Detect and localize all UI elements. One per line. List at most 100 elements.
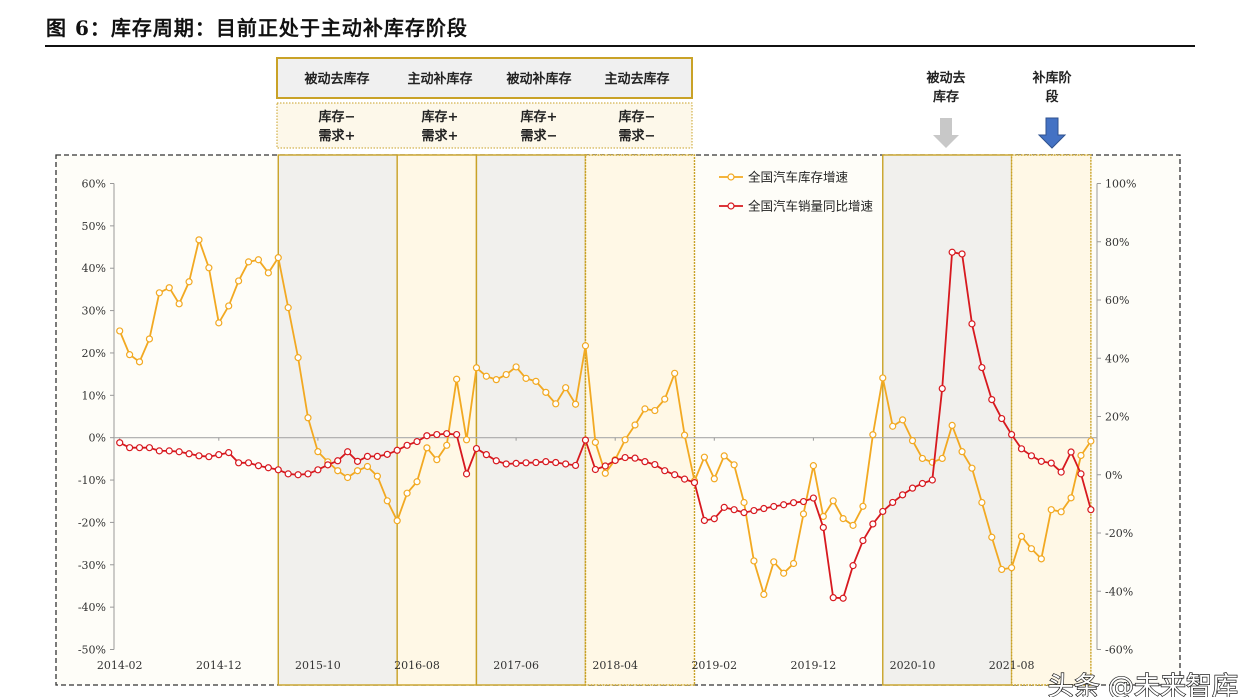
series-1-point xyxy=(274,254,282,262)
series-2-point xyxy=(453,430,461,439)
series-1-point xyxy=(730,461,738,469)
series-2-point xyxy=(1057,468,1065,476)
shaded-period-6 xyxy=(1010,154,1092,686)
right-tick-label: 80% xyxy=(1105,236,1129,249)
left-tick-label: -50% xyxy=(78,644,106,657)
series-2-point xyxy=(998,414,1006,423)
series-1-point xyxy=(631,421,639,429)
series-2-point xyxy=(849,562,857,570)
series-2-point xyxy=(938,384,946,393)
series-2-point xyxy=(135,444,144,452)
series-2-point xyxy=(126,444,134,452)
series-2-point xyxy=(155,447,163,455)
left-tick-label: -10% xyxy=(78,474,106,487)
series-1-point xyxy=(512,363,520,371)
series-2-point xyxy=(353,457,362,465)
legend-label-2: 全国汽车销量同比增速 xyxy=(748,199,874,214)
series-2-point xyxy=(205,453,213,461)
series-1-point xyxy=(789,559,798,568)
series-1-point xyxy=(641,405,649,413)
legend-marker-1 xyxy=(727,173,735,181)
series-2-point xyxy=(165,447,173,455)
phase-condition-box xyxy=(276,102,693,149)
right-tick-label: 20% xyxy=(1105,411,1129,424)
series-2-point xyxy=(1037,457,1045,465)
series-1-point xyxy=(859,502,867,510)
series-1-point xyxy=(294,354,302,362)
left-tick-label: 30% xyxy=(82,305,106,318)
series-1-point xyxy=(700,453,708,461)
series-2-point xyxy=(730,506,738,514)
series-2-point xyxy=(700,516,708,525)
series-1-point xyxy=(898,416,907,424)
series-2-point xyxy=(482,451,490,459)
series-2-point xyxy=(898,491,907,499)
series-2-point xyxy=(1067,448,1075,456)
watermark: 头条 @未来智库 xyxy=(1048,672,1238,697)
series-1-point xyxy=(423,444,431,452)
series-1-point xyxy=(908,437,917,445)
series-1-point xyxy=(988,533,996,541)
right-tick-label: -60% xyxy=(1105,644,1133,657)
series-1-point xyxy=(244,258,253,266)
series-1-point xyxy=(918,454,927,463)
series-1-point xyxy=(1027,545,1036,553)
phase-condition-1-1: 库存− xyxy=(319,109,356,125)
series-1-point xyxy=(651,406,659,415)
series-1-point xyxy=(1077,451,1085,460)
series-1-point xyxy=(680,431,689,439)
series-2-point xyxy=(601,462,609,470)
series-1-point xyxy=(562,384,570,392)
series-1-point xyxy=(373,472,381,480)
legend-marker-2 xyxy=(727,202,735,210)
series-2-point xyxy=(958,250,966,258)
series-2-point xyxy=(968,320,976,328)
phase-condition-4-2: 需求− xyxy=(619,128,656,144)
x-tick-label: 2017-06 xyxy=(493,659,539,672)
shaded-period-2 xyxy=(396,154,478,686)
series-1-point xyxy=(175,300,183,308)
x-tick-label: 2016-08 xyxy=(394,659,440,672)
series-2-point xyxy=(988,396,996,404)
phase-condition-3-1: 库存+ xyxy=(521,109,558,125)
left-tick-label: 50% xyxy=(82,220,106,233)
series-2-point xyxy=(403,441,411,449)
series-2-point xyxy=(1027,452,1036,460)
series-1-point xyxy=(839,514,847,523)
series-2-point xyxy=(1017,445,1026,453)
series-1-point xyxy=(403,489,411,497)
x-tick-label: 2014-02 xyxy=(97,659,143,672)
series-1-point xyxy=(780,569,788,577)
series-2-point xyxy=(393,446,401,454)
x-tick-label: 2014-12 xyxy=(196,659,242,672)
series-2-point xyxy=(373,452,381,461)
right-tick-label: 60% xyxy=(1105,294,1129,307)
series-2-point xyxy=(611,456,619,465)
right-tick-label: 100% xyxy=(1105,178,1136,191)
x-tick-label: 2015-10 xyxy=(295,659,341,672)
series-1-point xyxy=(542,388,550,396)
series-2-point xyxy=(839,594,847,602)
series-2-point xyxy=(948,248,956,256)
series-1-point xyxy=(215,319,223,327)
series-1-point xyxy=(472,364,481,372)
left-tick-label: -20% xyxy=(78,516,106,529)
x-tick-label: 2019-12 xyxy=(791,659,837,672)
series-2-point xyxy=(522,459,530,467)
series-2-point xyxy=(562,460,570,468)
series-2-point xyxy=(235,459,243,467)
series-1-point xyxy=(740,498,748,507)
series-2-point xyxy=(809,494,818,502)
series-1-point xyxy=(720,452,728,460)
series-1-point xyxy=(1037,555,1045,563)
series-2-point xyxy=(294,471,302,479)
series-2-point xyxy=(869,520,877,528)
series-1-point xyxy=(433,456,441,464)
phase-condition-1-2: 需求+ xyxy=(319,128,356,144)
series-1-point xyxy=(205,264,213,272)
phase-condition-3-2: 需求− xyxy=(521,128,558,144)
series-2-point xyxy=(244,459,253,467)
series-2-point xyxy=(978,363,986,372)
series-1-point xyxy=(1057,508,1065,516)
series-2-point xyxy=(304,470,312,478)
